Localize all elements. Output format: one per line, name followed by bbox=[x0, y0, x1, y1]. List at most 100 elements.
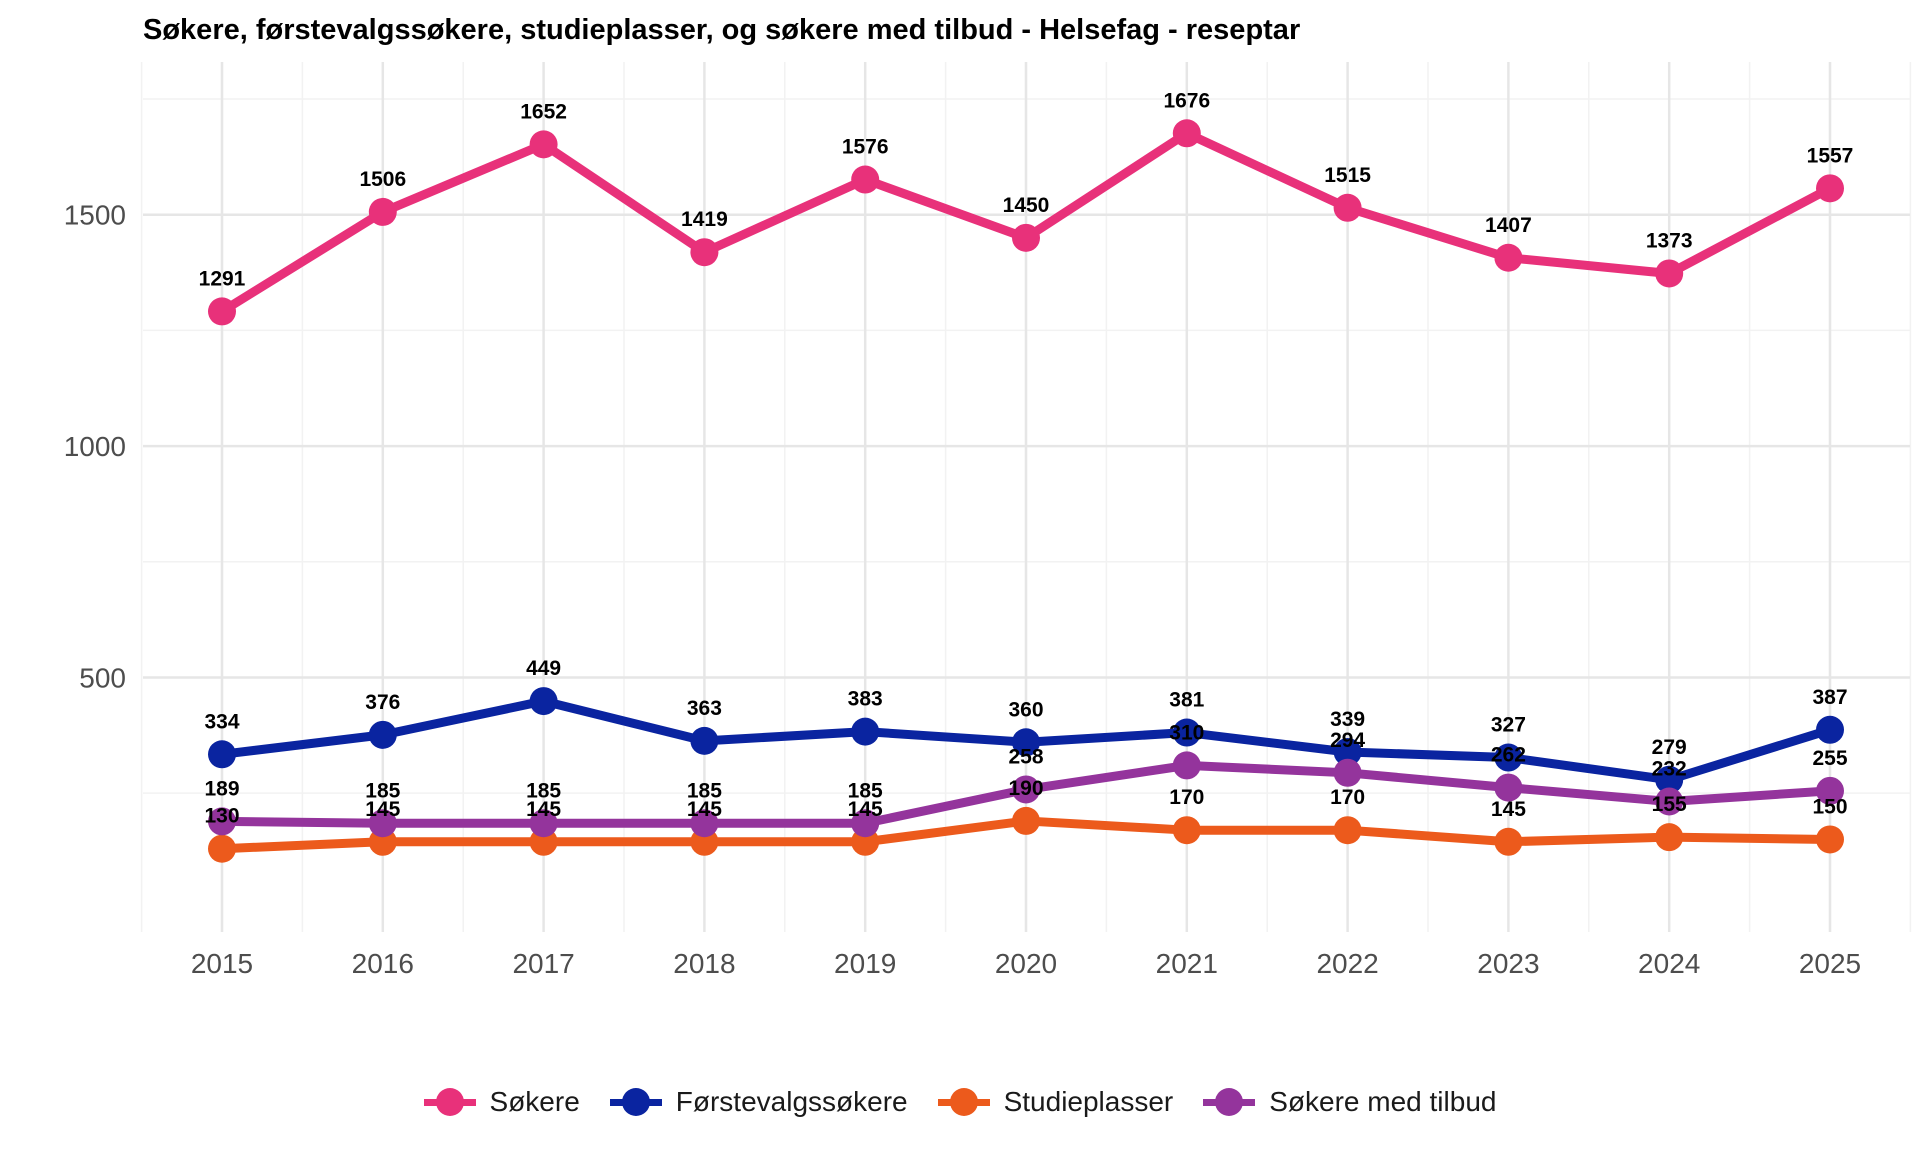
data-label: 145 bbox=[1491, 798, 1526, 821]
data-point bbox=[851, 809, 880, 838]
data-label: 1373 bbox=[1646, 229, 1693, 252]
data-point bbox=[1172, 751, 1201, 780]
data-point bbox=[851, 165, 880, 194]
data-point bbox=[1494, 243, 1523, 272]
data-label: 1515 bbox=[1324, 164, 1371, 187]
data-label: 1557 bbox=[1807, 144, 1854, 167]
data-label: 1291 bbox=[199, 267, 246, 290]
legend-label: Søkere med tilbud bbox=[1269, 1086, 1497, 1117]
data-label: 185 bbox=[365, 779, 400, 802]
legend-item: Søkere med tilbud bbox=[1203, 1082, 1496, 1122]
data-point bbox=[1172, 119, 1201, 148]
data-label: 150 bbox=[1812, 795, 1847, 818]
data-label: 145 bbox=[526, 798, 561, 821]
data-label: 383 bbox=[848, 688, 883, 711]
data-point bbox=[529, 687, 558, 716]
data-label: 310 bbox=[1169, 721, 1204, 744]
data-label: 170 bbox=[1330, 786, 1365, 809]
data-point bbox=[1816, 825, 1844, 854]
data-label: 339 bbox=[1330, 708, 1365, 731]
legend-item: Søkere bbox=[423, 1082, 580, 1122]
chart-title: Søkere, førstevalgssøkere, studieplasser… bbox=[143, 14, 1301, 46]
legend-swatch-icon bbox=[1203, 1082, 1256, 1122]
legend-item: Studieplasser bbox=[937, 1082, 1174, 1122]
data-point bbox=[1172, 816, 1201, 845]
legend-label: Søkere bbox=[489, 1086, 580, 1117]
data-label: 1652 bbox=[520, 100, 567, 123]
data-point bbox=[1655, 765, 1684, 794]
data-label: 189 bbox=[204, 777, 239, 800]
data-label: 279 bbox=[1652, 736, 1687, 759]
x-tick-label: 2018 bbox=[673, 948, 735, 979]
data-point bbox=[1655, 823, 1684, 852]
data-point bbox=[1333, 737, 1362, 766]
data-point bbox=[208, 834, 236, 863]
data-label: 185 bbox=[526, 779, 561, 802]
data-label: 185 bbox=[687, 779, 722, 802]
legend-swatch-icon bbox=[937, 1082, 990, 1122]
data-point bbox=[1012, 728, 1040, 757]
data-label: 145 bbox=[848, 798, 883, 821]
data-point bbox=[1494, 827, 1523, 856]
data-label: 381 bbox=[1169, 689, 1204, 712]
x-tick-label: 2024 bbox=[1638, 948, 1700, 979]
data-label: 327 bbox=[1491, 714, 1526, 737]
data-label: 190 bbox=[1008, 777, 1043, 800]
data-point bbox=[529, 809, 558, 838]
axis-layer: 500 1000 1500 2015 2016 2017 2018 2019 2020 2021 2… bbox=[64, 200, 1861, 979]
x-tick-label: 2021 bbox=[1156, 948, 1218, 979]
data-label: 232 bbox=[1652, 758, 1687, 781]
data-label: 1676 bbox=[1163, 89, 1210, 112]
series-layer bbox=[208, 119, 1844, 863]
data-label: 145 bbox=[365, 798, 400, 821]
data-label: 170 bbox=[1169, 786, 1204, 809]
data-point bbox=[1333, 758, 1362, 787]
data-point bbox=[1172, 718, 1201, 747]
data-point bbox=[368, 809, 397, 838]
data-point bbox=[690, 238, 719, 267]
data-point bbox=[208, 807, 236, 836]
legend-label: Førstevalgssøkere bbox=[675, 1086, 908, 1117]
data-label: 363 bbox=[687, 697, 722, 720]
y-tick-label: 1000 bbox=[64, 431, 126, 462]
data-point bbox=[1655, 259, 1684, 288]
x-tick-label: 2023 bbox=[1477, 948, 1539, 979]
legend-item: Førstevalgssøkere bbox=[609, 1082, 908, 1122]
y-tick-label: 1500 bbox=[64, 200, 126, 231]
data-point bbox=[368, 197, 397, 226]
data-point bbox=[690, 726, 719, 755]
data-label-layer: 1291 1506 1652 1419 1576 1450 1676 1515 1407 1373… bbox=[199, 89, 1854, 827]
data-label: 376 bbox=[365, 691, 400, 714]
legend-swatch-icon bbox=[423, 1082, 476, 1122]
data-point bbox=[851, 717, 880, 746]
data-label: 387 bbox=[1812, 686, 1847, 709]
data-label: 360 bbox=[1008, 698, 1043, 721]
legend-swatch-icon bbox=[609, 1082, 662, 1122]
data-label: 1407 bbox=[1485, 214, 1532, 237]
data-label: 1419 bbox=[681, 208, 728, 231]
data-point bbox=[1012, 806, 1040, 835]
legend: Søkere Førstevalgssøkere Studieplasser Søke… bbox=[0, 1074, 1920, 1130]
data-point bbox=[368, 720, 397, 749]
data-label: 262 bbox=[1491, 744, 1526, 767]
x-tick-label: 2016 bbox=[352, 948, 414, 979]
data-label: 185 bbox=[848, 779, 883, 802]
x-tick-label: 2025 bbox=[1799, 948, 1861, 979]
x-tick-label: 2020 bbox=[995, 948, 1057, 979]
data-label: 145 bbox=[687, 798, 722, 821]
legend-label: Studieplasser bbox=[1003, 1086, 1174, 1117]
data-point bbox=[1816, 715, 1844, 744]
data-point bbox=[1816, 776, 1844, 805]
x-tick-label: 2019 bbox=[834, 948, 896, 979]
data-label: 1506 bbox=[359, 168, 406, 191]
x-tick-label: 2017 bbox=[512, 948, 574, 979]
data-point bbox=[1333, 816, 1362, 845]
grid-layer bbox=[140, 62, 1912, 932]
data-point bbox=[1494, 743, 1523, 772]
data-label: 1576 bbox=[842, 136, 889, 159]
data-label: 130 bbox=[204, 805, 239, 828]
data-label: 334 bbox=[204, 710, 239, 733]
data-label: 255 bbox=[1812, 747, 1847, 770]
data-label: 155 bbox=[1652, 793, 1687, 816]
